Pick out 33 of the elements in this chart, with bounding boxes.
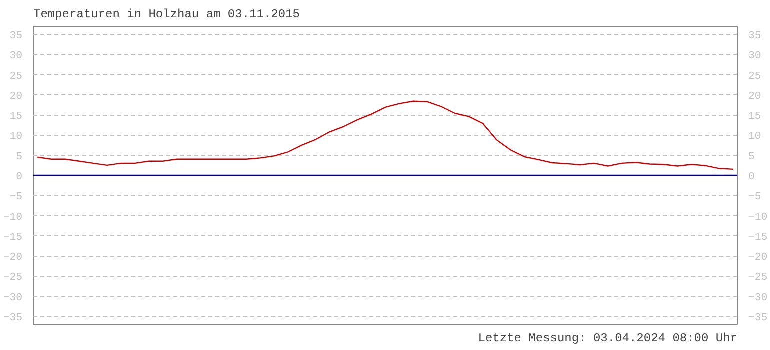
y2-tick-label: 5: [748, 151, 755, 164]
y-tick-label: 0: [16, 172, 23, 184]
y-tick-label: 10: [10, 131, 23, 144]
y2-tick-label: 20: [748, 90, 762, 103]
y-tick-label: −15: [3, 232, 23, 244]
y2-tick-label: −15: [748, 232, 768, 244]
y2-tick-label: 35: [748, 30, 762, 43]
y2-tick-label: 30: [748, 50, 762, 63]
y2-tick-label: −10: [748, 212, 768, 224]
y2-tick-label: −25: [748, 272, 768, 284]
y2-tick-label: 10: [748, 131, 762, 144]
y-tick-label: −5: [10, 192, 23, 204]
y-tick-label: −25: [3, 272, 23, 284]
y-tick-label: 20: [10, 90, 23, 103]
y2-tick-label: 25: [748, 70, 762, 83]
y2-tick-label: −20: [748, 252, 768, 264]
y2-tick-label: −30: [748, 292, 768, 304]
y2-tick-label: 15: [748, 111, 762, 124]
line-series: [37, 100, 734, 170]
y-tick-label: 5: [16, 151, 23, 164]
y-tick-label: −30: [3, 292, 23, 304]
text: Letzte Messung: 03.04.2024 08:00 Uhr: [478, 332, 738, 346]
chart-title: Temperaturen in Holzhau am 03.11.2015: [34, 8, 300, 22]
y-tick-label: 35: [10, 30, 23, 43]
y-tick-label: −20: [3, 252, 23, 264]
y2-tick-label: −35: [748, 312, 768, 324]
y2-tick-label: 0: [748, 172, 755, 184]
y-tick-label: 30: [10, 50, 23, 63]
y-tick-label: −10: [3, 212, 23, 224]
y-tick-label: 15: [10, 111, 23, 124]
y-tick-label: 25: [10, 70, 23, 83]
y2-tick-label: −5: [748, 192, 762, 204]
y-tick-label: −35: [3, 312, 23, 324]
